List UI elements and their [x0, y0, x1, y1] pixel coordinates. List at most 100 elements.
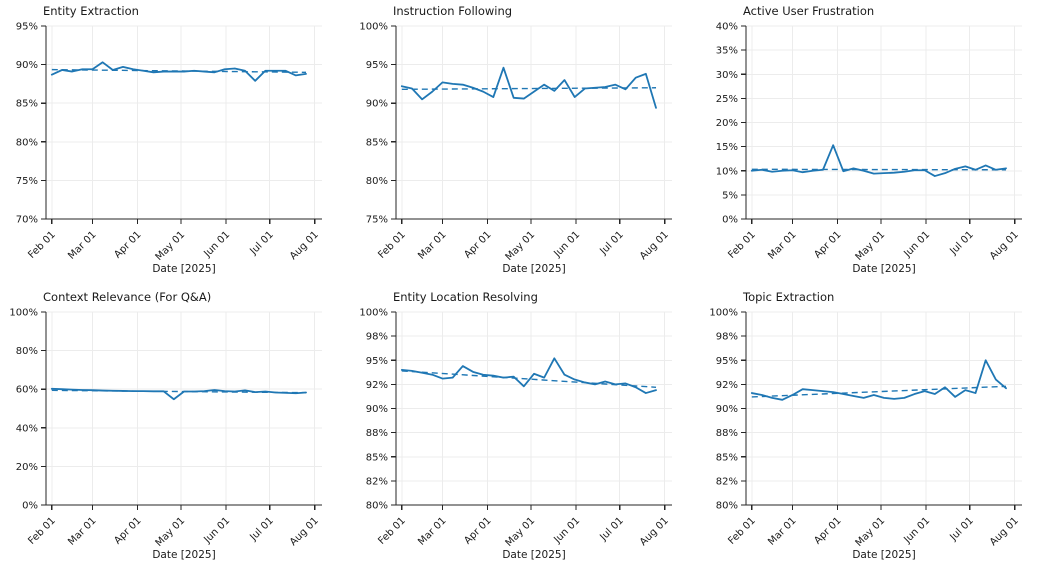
x-tick-label: Jul 01	[948, 515, 976, 543]
y-tick-label: 80%	[16, 137, 38, 148]
y-tick-label: 5%	[722, 190, 738, 201]
x-tick-label: Aug 01	[638, 229, 671, 262]
y-tick-label: 80%	[16, 346, 38, 357]
x-tick-label: Apr 01	[812, 515, 843, 546]
data-line	[50, 387, 307, 401]
x-tick-label: Aug 01	[638, 515, 671, 548]
x-tick-label: Apr 01	[462, 515, 493, 546]
y-tick-label: 90%	[366, 404, 388, 415]
x-tick-label: Mar 01	[766, 229, 798, 261]
y-tick-label: 100%	[359, 308, 388, 319]
y-tick-label: 100%	[9, 308, 38, 319]
x-tick-label: May 01	[854, 229, 888, 263]
y-tick-label: 88%	[366, 428, 388, 439]
y-tick-label: 35%	[716, 46, 738, 57]
y-tick-label: 75%	[16, 176, 38, 187]
y-tick-label: 75%	[366, 215, 388, 226]
x-axis-label: Date [2025]	[852, 263, 915, 275]
x-tick-label: Feb 01	[26, 515, 58, 547]
x-tick-label: Jul 01	[248, 515, 276, 543]
y-tick-label: 82%	[366, 476, 388, 487]
x-tick-label: Jun 01	[901, 515, 932, 546]
chart-title: Instruction Following	[393, 4, 512, 18]
x-tick-label: May 01	[854, 515, 888, 549]
context-relevance-plot: 0% 20% 40% 60% 80% 100% Feb 01 Mar 01 Apr 01 May …	[9, 290, 322, 561]
y-tick-label: 82%	[716, 476, 738, 487]
entity-location-resolving-plot: 80% 82% 85% 88% 90% 92% 95% 98% 100% Feb 01 Mar 01…	[359, 290, 672, 561]
x-tick-label: Feb 01	[26, 229, 58, 261]
data-line	[750, 144, 1007, 177]
chart-instruction-following: 75% 80% 85% 90% 95% 100% Feb 01 Mar 01 Apr 01 May…	[350, 0, 700, 286]
y-tick-label: 88%	[716, 428, 738, 439]
x-axis-label: Date [2025]	[152, 549, 215, 561]
y-tick-label: 85%	[366, 137, 388, 148]
x-tick-label: Mar 01	[766, 515, 798, 547]
instruction-following-plot: 75% 80% 85% 90% 95% 100% Feb 01 Mar 01 Apr 01 May…	[359, 4, 672, 275]
y-tick-label: 70%	[16, 215, 38, 226]
chart-active-user-frustration: 0% 5% 10% 15% 20% 25% 30% 35% 40% Feb 01 Mar 01 Apr…	[700, 0, 1050, 286]
x-axis-label: Date [2025]	[502, 549, 565, 561]
x-tick-label: May 01	[154, 229, 188, 263]
chart-entity-extraction: 70% 75% 80% 85% 90% 95% Feb 01 Mar 01 Apr 01 May …	[0, 0, 350, 286]
x-axis-label: Date [2025]	[502, 263, 565, 275]
y-tick-label: 0%	[722, 215, 738, 226]
y-tick-label: 85%	[366, 452, 388, 463]
y-tick-label: 100%	[709, 308, 738, 319]
y-tick-label: 98%	[366, 332, 388, 343]
chart-topic-extraction: 80% 82% 85% 88% 90% 92% 95% 98% 100% Feb 01 Mar 01…	[700, 286, 1050, 572]
x-axis-label: Date [2025]	[852, 549, 915, 561]
x-tick-label: Feb 01	[376, 229, 408, 261]
chart-title: Entity Location Resolving	[393, 290, 538, 304]
x-tick-label: May 01	[504, 229, 538, 263]
x-tick-label: Jun 01	[551, 229, 582, 260]
x-tick-label: Mar 01	[416, 229, 448, 261]
entity-extraction-plot: 70% 75% 80% 85% 90% 95% Feb 01 Mar 01 Apr 01 May …	[16, 4, 322, 275]
chart-entity-location-resolving: 80% 82% 85% 88% 90% 92% 95% 98% 100% Feb 01 Mar 01…	[350, 286, 700, 572]
x-tick-label: Jul 01	[598, 515, 626, 543]
y-tick-label: 20%	[716, 118, 738, 129]
x-tick-label: Jun 01	[551, 515, 582, 546]
y-tick-label: 40%	[16, 423, 38, 434]
y-tick-label: 95%	[16, 22, 38, 33]
x-tick-label: Aug 01	[288, 515, 321, 548]
chart-title: Context Relevance (For Q&A)	[43, 290, 211, 304]
y-tick-label: 60%	[16, 385, 38, 396]
data-line	[400, 66, 657, 109]
x-tick-label: Apr 01	[462, 229, 493, 260]
x-tick-label: May 01	[504, 515, 538, 549]
x-tick-label: Jun 01	[201, 229, 232, 260]
y-tick-label: 80%	[716, 501, 738, 512]
data-line	[400, 357, 657, 394]
x-axis-label: Date [2025]	[152, 263, 215, 275]
y-tick-label: 80%	[366, 501, 388, 512]
y-tick-label: 20%	[16, 462, 38, 473]
y-tick-label: 95%	[366, 60, 388, 71]
y-tick-label: 100%	[359, 22, 388, 33]
x-tick-label: Apr 01	[112, 515, 143, 546]
y-tick-label: 95%	[716, 356, 738, 367]
y-tick-label: 98%	[716, 332, 738, 343]
x-tick-label: Mar 01	[66, 515, 98, 547]
y-tick-label: 92%	[716, 380, 738, 391]
x-tick-label: Apr 01	[112, 229, 143, 260]
trend-line	[751, 385, 1007, 398]
x-tick-label: Jun 01	[201, 515, 232, 546]
y-tick-label: 40%	[716, 22, 738, 33]
x-tick-label: Aug 01	[288, 229, 321, 262]
x-tick-label: Mar 01	[416, 515, 448, 547]
y-tick-label: 30%	[716, 70, 738, 81]
chart-title: Entity Extraction	[43, 4, 139, 18]
y-tick-label: 15%	[716, 142, 738, 153]
x-tick-label: Feb 01	[726, 515, 758, 547]
x-tick-label: Feb 01	[376, 515, 408, 547]
y-tick-label: 90%	[716, 404, 738, 415]
y-tick-label: 90%	[16, 60, 38, 71]
topic-extraction-plot: 80% 82% 85% 88% 90% 92% 95% 98% 100% Feb 01 Mar 01…	[709, 290, 1022, 561]
y-tick-label: 10%	[716, 166, 738, 177]
x-tick-label: Jul 01	[598, 229, 626, 257]
y-tick-label: 85%	[16, 99, 38, 110]
data-line	[750, 359, 1007, 401]
x-tick-label: Aug 01	[988, 515, 1021, 548]
trend-line	[401, 87, 657, 91]
